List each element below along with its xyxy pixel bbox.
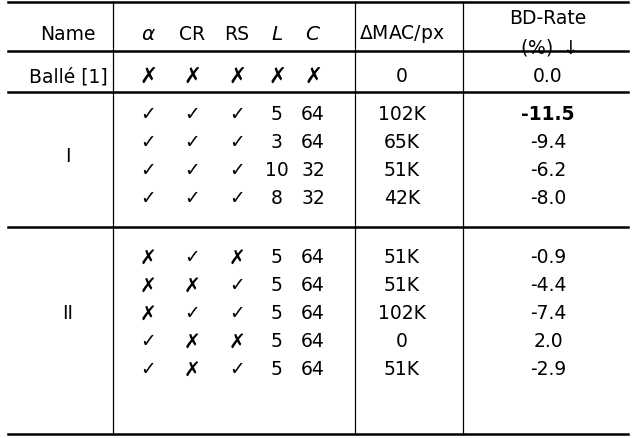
Text: 64: 64 [301,133,325,152]
Text: 0.0: 0.0 [533,67,563,86]
Text: -9.4: -9.4 [530,133,566,152]
Text: 64: 64 [301,360,325,378]
Text: ✗: ✗ [228,332,245,351]
Text: -4.4: -4.4 [530,276,566,295]
Text: -0.9: -0.9 [530,248,566,267]
Text: BD-Rate: BD-Rate [509,8,587,28]
Text: ✗: ✗ [140,276,156,295]
Text: ✓: ✓ [184,161,200,180]
Text: ✓: ✓ [140,161,156,180]
Text: 32: 32 [301,161,325,180]
Text: ✓: ✓ [140,189,156,208]
Text: $L$: $L$ [271,25,283,43]
Text: 64: 64 [301,304,325,323]
Text: 64: 64 [301,248,325,267]
Text: 0: 0 [396,332,408,351]
Text: ✓: ✓ [184,304,200,323]
Text: 51K: 51K [384,360,420,378]
Text: ✗: ✗ [228,67,246,87]
Text: -7.4: -7.4 [530,304,566,323]
Text: ✗: ✗ [304,67,322,87]
Text: 5: 5 [271,248,283,267]
Text: 2.0: 2.0 [533,332,563,351]
Text: ✓: ✓ [229,161,245,180]
Text: ✗: ✗ [184,276,200,295]
Text: 32: 32 [301,189,325,208]
Text: -2.9: -2.9 [530,360,566,378]
Text: Name: Name [40,25,96,43]
Text: ✓: ✓ [140,360,156,378]
Text: 5: 5 [271,332,283,351]
Text: (%) $\downarrow$: (%) $\downarrow$ [520,37,576,58]
Text: ✓: ✓ [140,332,156,351]
Text: 65K: 65K [384,133,420,152]
Text: 102K: 102K [378,105,426,124]
Text: ✗: ✗ [140,248,156,267]
Text: RS: RS [225,25,250,43]
Text: 5: 5 [271,360,283,378]
Text: ✓: ✓ [229,360,245,378]
Text: 51K: 51K [384,276,420,295]
Text: 42K: 42K [384,189,420,208]
Text: 8: 8 [271,189,283,208]
Text: 0: 0 [396,67,408,86]
Text: ✗: ✗ [268,67,286,87]
Text: ✗: ✗ [139,67,157,87]
Text: 64: 64 [301,276,325,295]
Text: ✓: ✓ [229,276,245,295]
Text: 64: 64 [301,105,325,124]
Text: ✓: ✓ [140,105,156,124]
Text: ✓: ✓ [229,105,245,124]
Text: ✓: ✓ [184,248,200,267]
Text: $\alpha$: $\alpha$ [141,25,156,43]
Text: 5: 5 [271,276,283,295]
Text: 3: 3 [271,133,283,152]
Text: -6.2: -6.2 [530,161,566,180]
Text: ✗: ✗ [184,332,200,351]
Text: $C$: $C$ [305,25,321,43]
Text: ✗: ✗ [183,67,201,87]
Text: 64: 64 [301,332,325,351]
Text: 10: 10 [265,161,289,180]
Text: Ballé [1]: Ballé [1] [29,67,108,86]
Text: ✓: ✓ [229,189,245,208]
Text: ✓: ✓ [184,133,200,152]
Text: CR: CR [179,25,205,43]
Text: 102K: 102K [378,304,426,323]
Text: ✓: ✓ [229,304,245,323]
Text: ✗: ✗ [140,304,156,323]
Text: ✓: ✓ [184,105,200,124]
Text: ✗: ✗ [228,248,245,267]
Text: 5: 5 [271,304,283,323]
Text: -8.0: -8.0 [530,189,566,208]
Text: ✗: ✗ [184,360,200,378]
Text: II: II [63,304,74,323]
Text: ✓: ✓ [184,189,200,208]
Text: 51K: 51K [384,161,420,180]
Text: 51K: 51K [384,248,420,267]
Text: ✓: ✓ [229,133,245,152]
Text: $\Delta$MAC/px: $\Delta$MAC/px [359,23,445,45]
Text: -11.5: -11.5 [521,105,575,124]
Text: 5: 5 [271,105,283,124]
Text: I: I [65,147,71,166]
Text: ✓: ✓ [140,133,156,152]
